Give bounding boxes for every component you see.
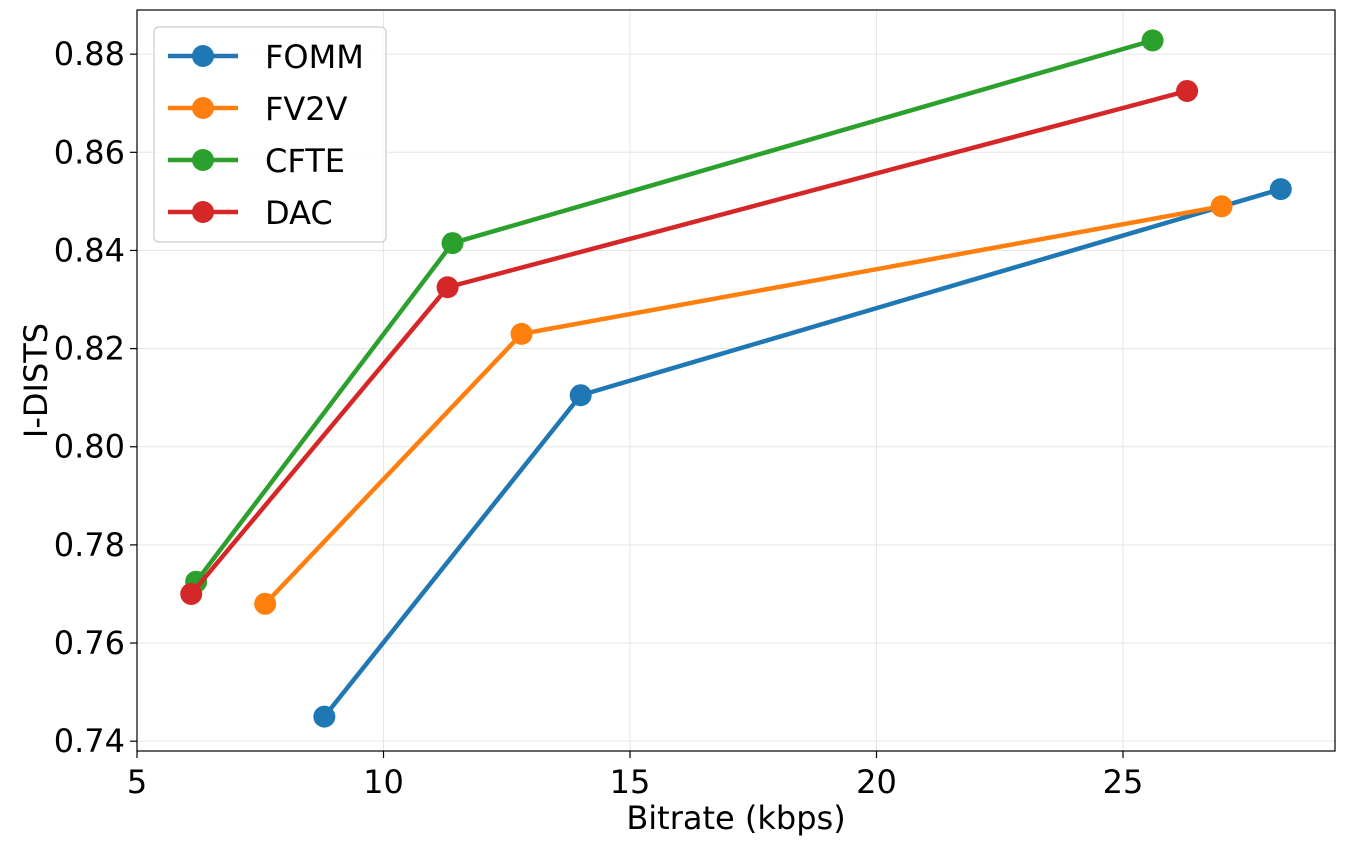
data-point-fv2v bbox=[254, 592, 277, 615]
y-tick-label: 0.86 bbox=[54, 133, 125, 171]
y-tick-label: 0.82 bbox=[54, 330, 125, 368]
y-axis: 0.74 0.76 0.78 0.80 0.82 0.84 0.86 0.88 bbox=[54, 35, 137, 760]
data-point-fv2v bbox=[1210, 195, 1233, 218]
x-tick-label: 10 bbox=[363, 763, 404, 801]
series-layer bbox=[180, 29, 1292, 728]
data-point-fomm bbox=[569, 384, 592, 407]
legend-label-cfte: CFTE bbox=[265, 142, 345, 180]
x-tick-label: 5 bbox=[127, 763, 147, 801]
x-axis-label: Bitrate (kbps) bbox=[626, 799, 845, 837]
legend-marker-fomm bbox=[192, 45, 214, 67]
x-tick-label: 20 bbox=[856, 763, 897, 801]
y-tick-label: 0.84 bbox=[54, 231, 125, 269]
series-line-fv2v bbox=[262, 204, 1224, 607]
y-tick-label: 0.80 bbox=[54, 428, 125, 466]
data-point-fomm bbox=[313, 705, 336, 728]
y-tick-label: 0.78 bbox=[54, 526, 125, 564]
legend: FOMM FV2V CFTE DAC bbox=[153, 26, 387, 243]
data-point-fomm bbox=[1269, 178, 1292, 201]
y-axis-label: I-DISTS bbox=[17, 323, 55, 438]
series-line-fomm bbox=[322, 186, 1284, 719]
legend-label-fv2v: FV2V bbox=[265, 90, 348, 128]
data-point-dac bbox=[436, 276, 459, 299]
x-tick-label: 15 bbox=[610, 763, 651, 801]
data-point-fv2v bbox=[510, 322, 533, 345]
y-tick-label: 0.76 bbox=[54, 624, 125, 662]
legend-marker-dac bbox=[192, 201, 214, 223]
legend-marker-fv2v bbox=[192, 97, 214, 119]
x-tick-label: 25 bbox=[1103, 763, 1144, 801]
data-point-cfte bbox=[441, 232, 464, 255]
y-tick-label: 0.88 bbox=[54, 35, 125, 73]
legend-marker-cfte bbox=[192, 149, 214, 171]
plot-frame bbox=[136, 9, 1336, 752]
y-tick-label: 0.74 bbox=[54, 722, 125, 760]
legend-label-dac: DAC bbox=[265, 194, 333, 232]
x-axis: 5 10 15 20 25 bbox=[127, 751, 1144, 801]
data-point-cfte bbox=[1141, 29, 1164, 52]
data-point-dac bbox=[1176, 79, 1199, 102]
legend-box bbox=[153, 26, 387, 243]
legend-label-fomm: FOMM bbox=[265, 38, 364, 76]
data-point-dac bbox=[180, 582, 203, 605]
